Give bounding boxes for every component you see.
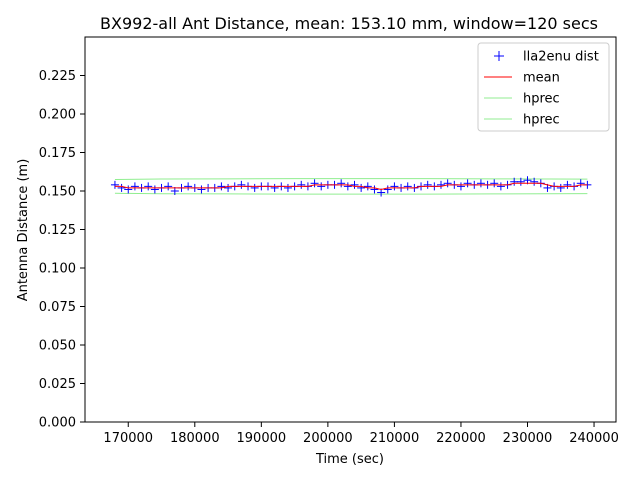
x-tick-label: 220000 <box>436 431 486 446</box>
distance-point <box>164 182 173 191</box>
legend-entry: lla2enu dist <box>494 50 599 65</box>
distance-point <box>576 179 585 188</box>
mean-series-line <box>114 182 588 190</box>
distance-point <box>383 185 392 194</box>
legend-label: mean <box>523 71 560 86</box>
y-tick-label: 0.125 <box>39 223 76 238</box>
y-tick-label: 0.000 <box>39 416 76 431</box>
legend-label: hprec <box>523 92 560 107</box>
x-axis-ticks: 170000 180000 190000 200000 210000 220000 2300… <box>103 422 619 446</box>
legend-box <box>477 42 610 132</box>
x-tick-label: 180000 <box>170 431 220 446</box>
legend: lla2enu dist mean hprec hprec <box>477 42 610 132</box>
mean-line <box>114 182 588 190</box>
distance-point <box>350 180 359 189</box>
hprec-line <box>114 178 588 180</box>
y-axis-ticks: 0.000 0.025 0.050 0.075 0.100 0.125 0.150 0.175… <box>39 69 85 431</box>
y-tick-label: 0.075 <box>39 300 76 315</box>
x-axis-label: Time (sec) <box>315 452 384 467</box>
x-tick-label: 200000 <box>303 431 353 446</box>
distance-point <box>363 182 372 191</box>
distance-point <box>197 185 206 194</box>
y-axis-label: Antenna Distance (m) <box>16 159 31 302</box>
x-tick-label: 210000 <box>370 431 420 446</box>
distance-point <box>297 180 306 189</box>
x-tick-label: 230000 <box>503 431 553 446</box>
legend-label: hprec <box>523 113 560 128</box>
distance-point <box>250 183 259 192</box>
distance-point <box>184 182 193 191</box>
distance-point <box>516 177 525 186</box>
chart-title: BX992-all Ant Distance, mean: 153.10 mm,… <box>100 14 598 33</box>
distance-point <box>283 183 292 192</box>
distance-point <box>556 183 565 192</box>
legend-entry: hprec <box>484 92 560 107</box>
distance-point <box>436 180 445 189</box>
legend-entry: mean <box>484 71 560 86</box>
x-tick-label: 240000 <box>569 431 619 446</box>
distance-point <box>130 182 139 191</box>
distance-point <box>476 179 485 188</box>
distance-point <box>530 177 539 186</box>
distance-point <box>317 182 326 191</box>
distance-point <box>390 182 399 191</box>
legend-label: lla2enu dist <box>523 50 599 65</box>
distance-point <box>217 182 226 191</box>
hprec-lines <box>114 178 588 195</box>
distance-point <box>490 179 499 188</box>
distance-point <box>237 180 246 189</box>
distance-point <box>496 182 505 191</box>
y-tick-label: 0.175 <box>39 146 76 161</box>
distance-point <box>124 185 133 194</box>
y-tick-label: 0.100 <box>39 262 76 277</box>
y-tick-label: 0.150 <box>39 185 76 200</box>
distance-point <box>443 179 452 188</box>
distance-point <box>563 180 572 189</box>
distance-point <box>337 179 346 188</box>
y-tick-label: 0.050 <box>39 339 76 354</box>
distance-point <box>117 183 126 192</box>
distance-point <box>144 182 153 191</box>
hprec-line <box>114 192 588 195</box>
distance-point <box>343 182 352 191</box>
distance-point <box>224 183 233 192</box>
distance-point <box>357 183 366 192</box>
distance-point <box>110 180 119 189</box>
distance-point <box>150 185 159 194</box>
distance-point <box>270 183 279 192</box>
legend-entry: hprec <box>484 113 560 128</box>
distance-point <box>403 182 412 191</box>
distance-point <box>370 185 379 194</box>
y-tick-label: 0.200 <box>39 108 76 123</box>
x-tick-label: 190000 <box>237 431 287 446</box>
distance-point <box>463 179 472 188</box>
x-tick-label: 170000 <box>103 431 153 446</box>
y-tick-label: 0.225 <box>39 69 76 84</box>
y-tick-label: 0.025 <box>39 377 76 392</box>
distance-point <box>310 179 319 188</box>
distance-point <box>456 182 465 191</box>
distance-point <box>423 180 432 189</box>
